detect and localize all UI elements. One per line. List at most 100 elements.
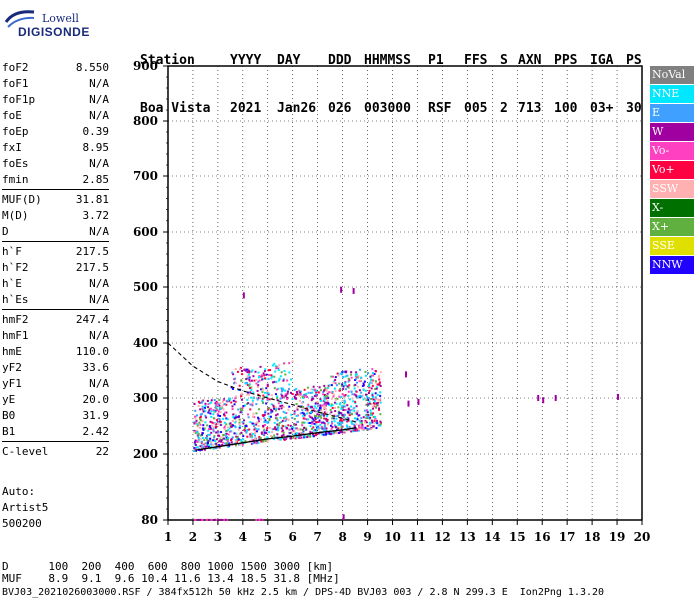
echo-point <box>198 426 201 429</box>
echo-point <box>278 421 281 424</box>
echo-point <box>252 375 255 378</box>
echo-point <box>261 399 264 402</box>
echo-point <box>330 404 333 407</box>
echo-point <box>273 387 276 390</box>
echo-point <box>278 438 281 441</box>
echo-point <box>325 427 328 430</box>
echo-point <box>289 437 292 440</box>
echo-point <box>316 400 319 403</box>
echo-point <box>354 411 357 414</box>
echo-point <box>298 389 301 392</box>
echo-point <box>339 372 342 375</box>
echo-point <box>305 428 308 431</box>
echo-point <box>297 428 300 431</box>
echo-point <box>239 368 242 371</box>
echo-point <box>370 378 373 381</box>
echo-point <box>239 443 242 446</box>
echo-point <box>232 424 235 427</box>
echo-point <box>372 395 375 398</box>
echo-point <box>276 395 279 398</box>
echo-point <box>267 369 270 372</box>
echo-point <box>303 421 306 424</box>
echo-point <box>236 436 239 439</box>
echo-point <box>216 412 219 415</box>
echo-point <box>319 405 322 408</box>
echo-point <box>274 365 277 368</box>
echo-point <box>240 398 243 401</box>
x-tick-label: 5 <box>264 530 272 544</box>
echo-point <box>221 406 224 409</box>
echo-point <box>227 426 230 429</box>
echo-point <box>339 401 342 404</box>
echo-point <box>297 435 300 438</box>
param-name: h`F <box>2 245 22 258</box>
echo-point <box>300 401 303 404</box>
echo-point <box>249 387 252 390</box>
param-separator <box>2 309 109 310</box>
echo-point <box>261 397 264 400</box>
echo-point <box>244 426 247 429</box>
echo-point <box>246 393 249 396</box>
echo-point <box>284 420 287 423</box>
echo-point <box>195 419 198 422</box>
echo-point <box>319 398 322 401</box>
echo-point <box>330 420 333 423</box>
echo-point <box>234 400 237 403</box>
echo-point <box>364 397 367 400</box>
echo-point <box>330 397 333 400</box>
echo-point <box>360 391 363 394</box>
echo-point <box>303 388 306 391</box>
echo-point <box>322 421 325 424</box>
echo-point <box>240 395 243 398</box>
echo-point <box>251 369 254 372</box>
echo-point <box>321 404 324 407</box>
echo-point <box>355 371 358 374</box>
legend-e: E <box>650 104 694 122</box>
echo-point <box>194 409 197 412</box>
echo-point <box>300 432 303 435</box>
echo-point <box>371 421 374 424</box>
echo-point <box>288 371 291 374</box>
echo-point <box>370 397 373 400</box>
echo-point <box>370 414 373 417</box>
echo-point <box>319 399 322 402</box>
echo-point <box>302 406 305 409</box>
echo-point <box>270 394 273 397</box>
param-name: foEs <box>2 157 29 170</box>
echo-point <box>227 429 230 432</box>
echo-point <box>320 421 323 424</box>
echo-point <box>248 384 251 387</box>
echo-point <box>312 435 315 438</box>
echo-point <box>241 443 244 446</box>
echo-point <box>347 394 350 397</box>
echo-point <box>320 426 323 429</box>
param-name: hmE <box>2 345 22 358</box>
echo-point <box>361 394 364 397</box>
echo-point <box>346 419 349 422</box>
echo-point <box>223 437 226 440</box>
echo-point <box>245 425 248 428</box>
echo-point <box>349 398 352 401</box>
param-row: B1 2.42 <box>2 424 109 440</box>
echo-point <box>249 408 252 411</box>
echo-point <box>246 402 249 405</box>
echo-point <box>203 407 206 410</box>
echo-point <box>242 405 245 408</box>
echo-point <box>346 404 349 407</box>
echo-point <box>302 414 305 417</box>
echo-point <box>301 424 304 427</box>
echo-point <box>368 400 371 403</box>
param-row: M(D) 3.72 <box>2 208 109 224</box>
echo-point <box>206 440 209 443</box>
echo-point <box>378 382 381 385</box>
echo-point <box>374 418 377 421</box>
echo-point <box>240 441 243 444</box>
echo-point <box>282 433 285 436</box>
echo-point <box>371 394 374 397</box>
echo-point <box>323 429 326 432</box>
echo-point-low <box>210 518 213 521</box>
echo-point-low <box>218 518 221 521</box>
echo-point <box>195 449 198 452</box>
echo-point <box>271 375 274 378</box>
echo-point <box>338 403 341 406</box>
